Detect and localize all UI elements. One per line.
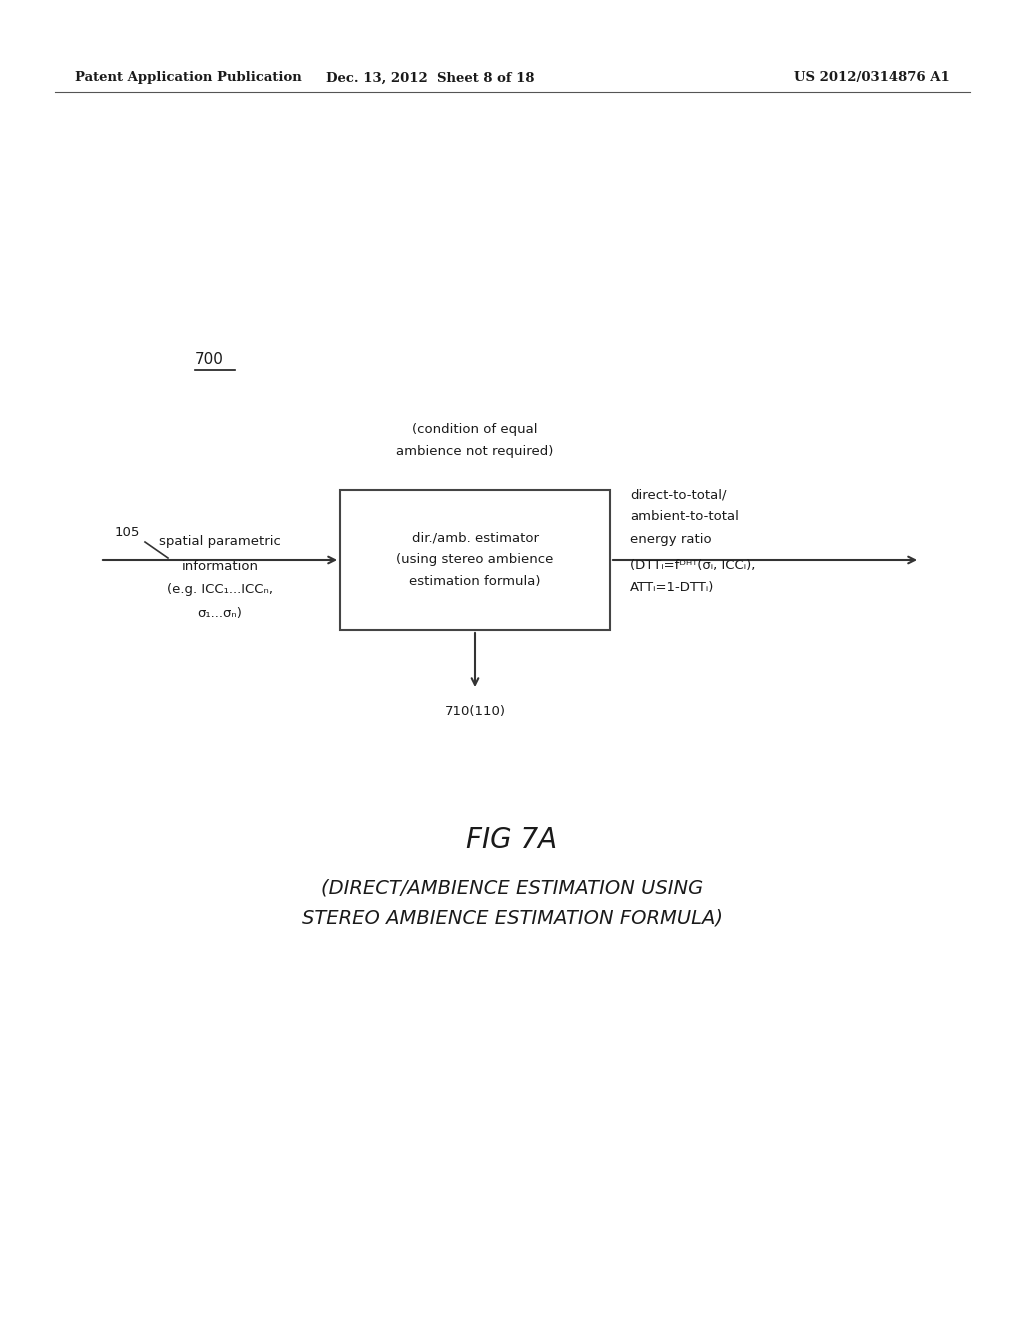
Text: ambient-to-total: ambient-to-total	[630, 511, 739, 524]
Text: estimation formula): estimation formula)	[410, 576, 541, 589]
Text: 710(110): 710(110)	[444, 705, 506, 718]
Text: energy ratio: energy ratio	[630, 532, 712, 545]
Text: (e.g. ICC₁...ICCₙ,: (e.g. ICC₁...ICCₙ,	[167, 583, 273, 597]
Text: ATTᵢ=1-DTTᵢ): ATTᵢ=1-DTTᵢ)	[630, 581, 715, 594]
Text: US 2012/0314876 A1: US 2012/0314876 A1	[795, 71, 950, 84]
Text: direct-to-total/: direct-to-total/	[630, 488, 726, 502]
Text: STEREO AMBIENCE ESTIMATION FORMULA): STEREO AMBIENCE ESTIMATION FORMULA)	[301, 908, 723, 928]
Text: 700: 700	[195, 352, 224, 367]
Bar	[340, 490, 610, 630]
Text: σ₁...σₙ): σ₁...σₙ)	[198, 607, 243, 620]
Text: ambience not required): ambience not required)	[396, 446, 554, 458]
Text: (DIRECT/AMBIENCE ESTIMATION USING: (DIRECT/AMBIENCE ESTIMATION USING	[321, 879, 703, 898]
Text: information: information	[181, 560, 258, 573]
Text: (condition of equal: (condition of equal	[413, 424, 538, 437]
Text: 105: 105	[115, 525, 140, 539]
Text: Patent Application Publication: Patent Application Publication	[75, 71, 302, 84]
Text: Dec. 13, 2012  Sheet 8 of 18: Dec. 13, 2012 Sheet 8 of 18	[326, 71, 535, 84]
Text: FIG 7A: FIG 7A	[467, 826, 557, 854]
Text: spatial parametric: spatial parametric	[159, 536, 281, 549]
Text: (using stereo ambience: (using stereo ambience	[396, 553, 554, 566]
Text: dir./amb. estimator: dir./amb. estimator	[412, 532, 539, 544]
Text: (DTTᵢ=fᴰᴴᵀ(σᵢ, ICCᵢ),: (DTTᵢ=fᴰᴴᵀ(σᵢ, ICCᵢ),	[630, 558, 756, 572]
